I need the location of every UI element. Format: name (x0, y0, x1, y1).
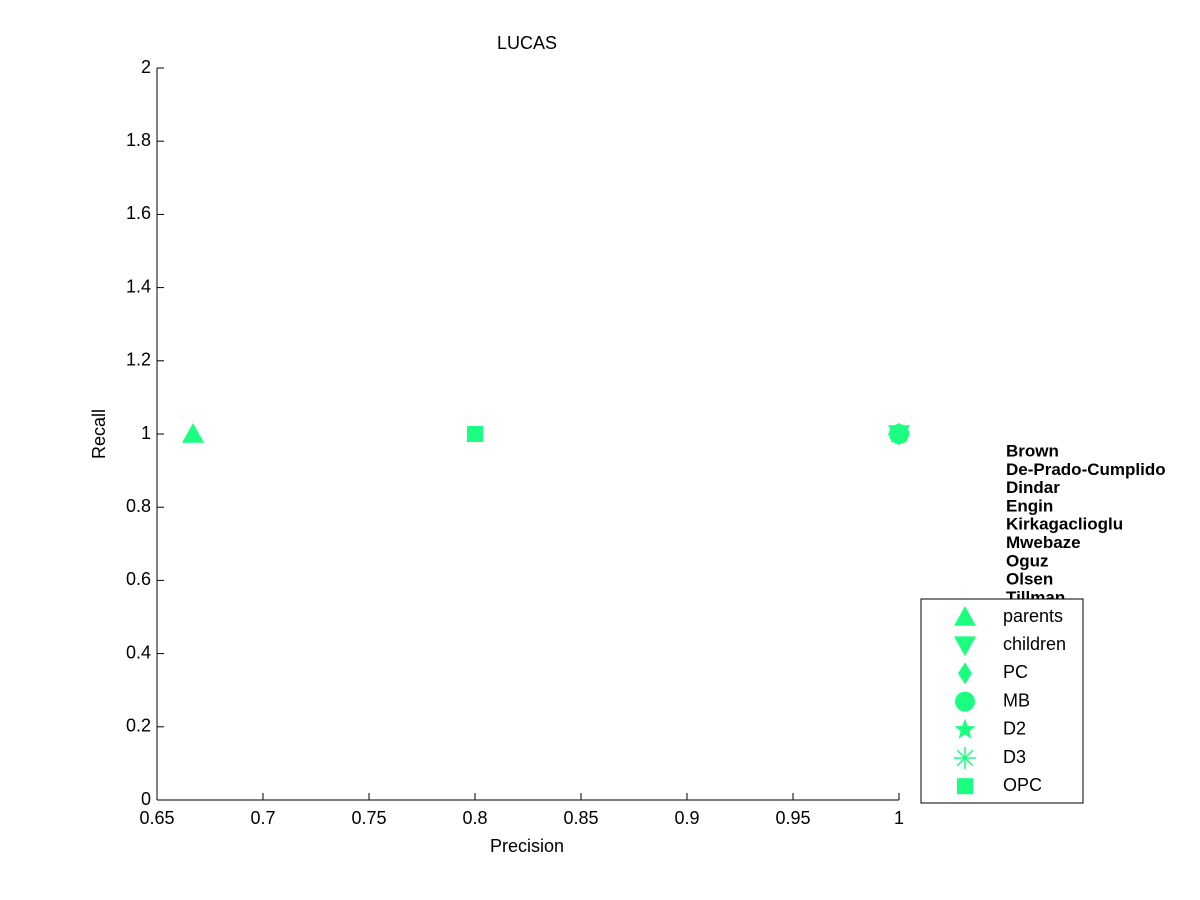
y-tick-label: 0.4 (126, 642, 151, 662)
y-tick-label: 0.2 (126, 716, 151, 736)
legend-marker (954, 606, 976, 626)
legend-marker (954, 747, 976, 769)
legend-marker (958, 662, 972, 685)
marker (467, 426, 483, 442)
legend-label: D2 (1003, 719, 1026, 739)
x-axis-label: Precision (490, 836, 564, 856)
chart-title: LUCAS (497, 33, 557, 53)
legend-label: MB (1003, 690, 1030, 710)
y-tick-label: 1.4 (126, 276, 151, 296)
legend-box (920, 598, 1084, 804)
y-tick-label: 1.6 (126, 203, 151, 223)
legend-label: D3 (1003, 747, 1026, 767)
y-axis-label: Recall (89, 409, 109, 459)
y-tick-label: 1 (141, 423, 151, 443)
x-tick-label: 0.85 (563, 808, 598, 828)
x-tick-label: 0.8 (462, 808, 487, 828)
x-tick-label: 1 (894, 808, 904, 828)
x-tick-label: 0.65 (139, 808, 174, 828)
marker (888, 423, 910, 445)
legend: parents children PC MB D2 D3 OPC (920, 598, 1084, 804)
x-tick-label: 0.95 (775, 808, 810, 828)
annotation: Brown (1006, 441, 1059, 460)
legend-label: PC (1003, 662, 1028, 682)
legend-marker (954, 636, 976, 657)
legend-label: children (1003, 634, 1066, 654)
annotation: Engin (1006, 496, 1053, 515)
annotation: Olsen (1006, 570, 1053, 589)
legend-label: parents (1003, 606, 1063, 626)
y-tick-label: 1.2 (126, 350, 151, 370)
legend-marker (955, 691, 975, 712)
marker (182, 423, 205, 443)
x-tick-label: 0.9 (674, 808, 699, 828)
x-tick-label: 0.7 (250, 808, 275, 828)
y-tick-label: 1.8 (126, 130, 151, 150)
legend-marker (957, 778, 973, 795)
x-tick-label: 0.75 (351, 808, 386, 828)
annotation: Oguz (1006, 551, 1049, 570)
y-tick-label: 0.8 (126, 496, 151, 516)
legend-label: OPC (1003, 775, 1042, 795)
y-tick-label: 0.6 (126, 569, 151, 589)
annotation: Dindar (1006, 478, 1060, 497)
annotation: Kirkagaclioglu (1006, 515, 1123, 534)
legend-marker (954, 718, 976, 739)
annotation: De-Prado-Cumplido (1006, 460, 1166, 479)
annotation: Mwebaze (1006, 533, 1081, 552)
y-tick-label: 2 (141, 57, 151, 77)
y-tick-label: 0 (141, 789, 151, 809)
